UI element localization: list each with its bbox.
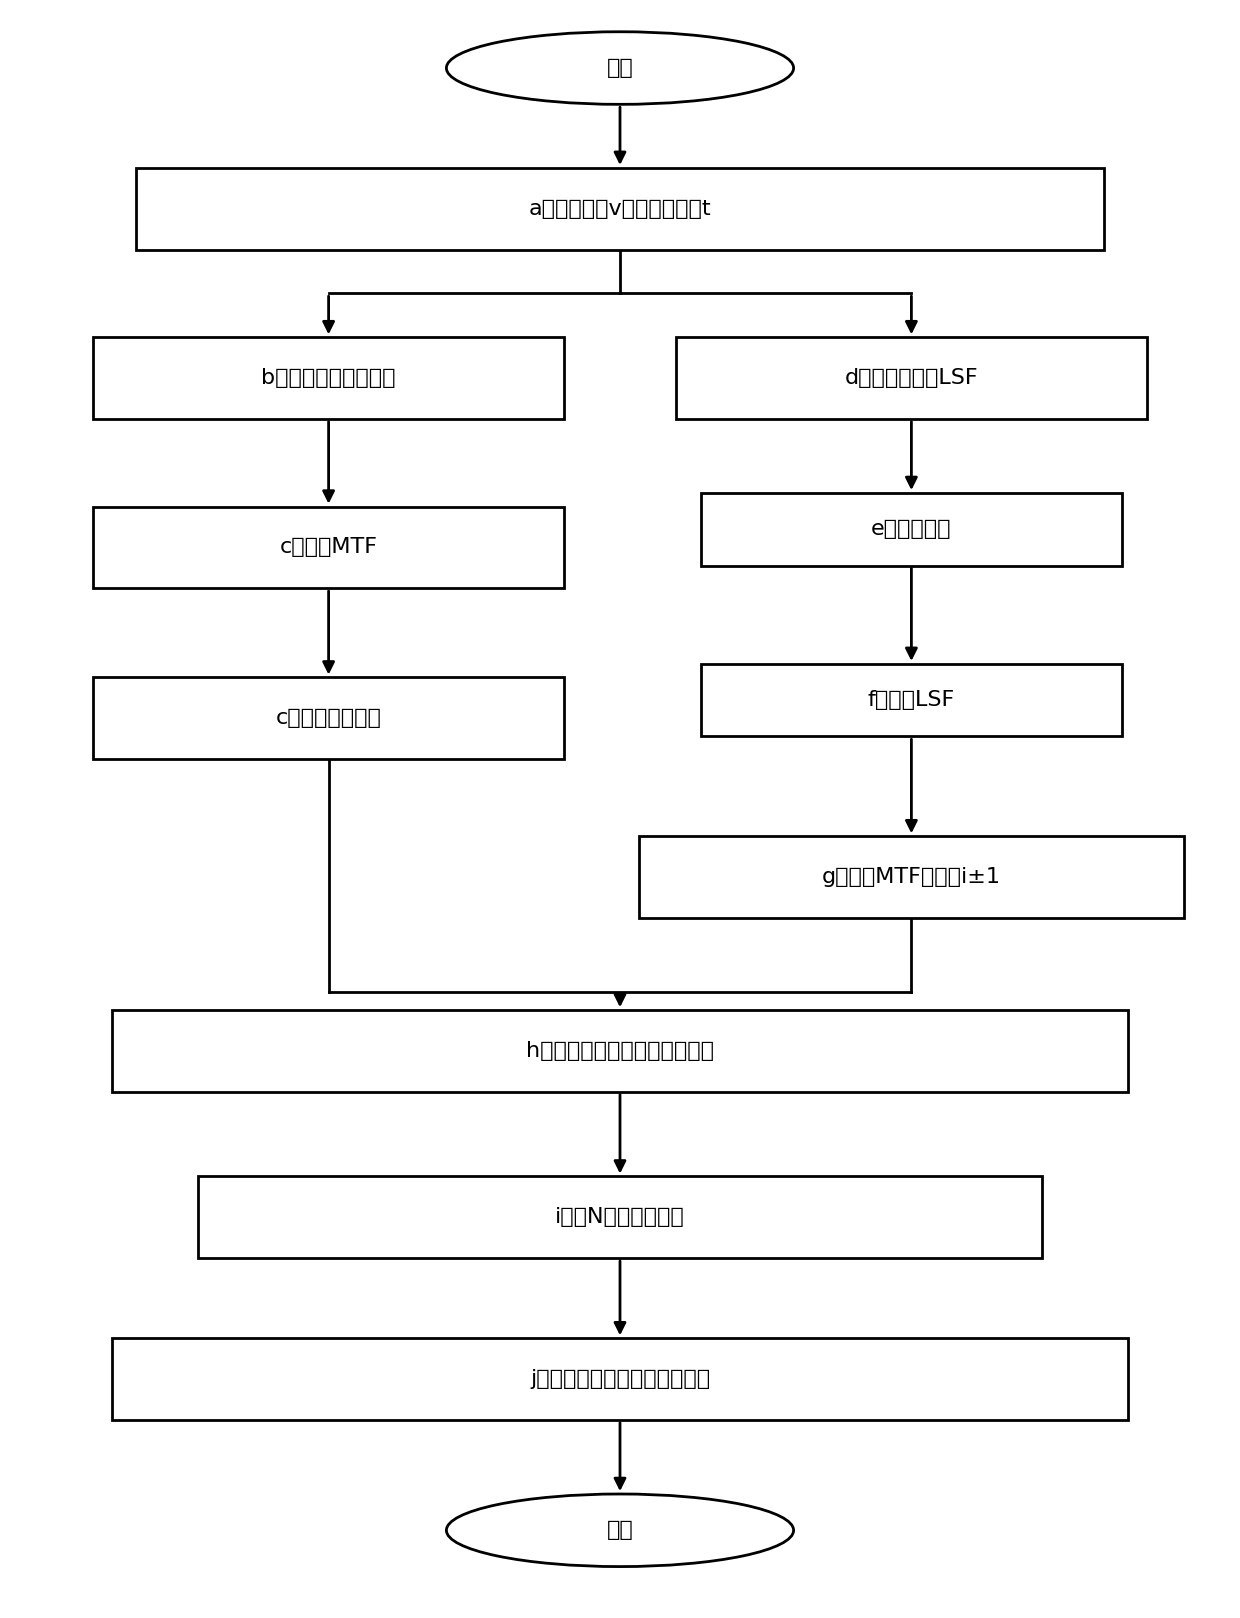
Text: 结束: 结束 — [606, 1521, 634, 1540]
Text: c、理论截止频率: c、理论截止频率 — [275, 709, 382, 728]
Text: g、实际MTF及序号i±1: g、实际MTF及序号i±1 — [822, 867, 1001, 887]
Bar — [93, 337, 564, 419]
Text: d、成像并提取LSF: d、成像并提取LSF — [844, 367, 978, 388]
Text: j、利用搜索算法求解像素间距: j、利用搜索算法求解像素间距 — [529, 1369, 711, 1390]
Ellipse shape — [446, 32, 794, 104]
Bar — [93, 678, 564, 759]
Text: f、修正LSF: f、修正LSF — [868, 691, 955, 710]
Text: a、设定目标v，图像传感器t: a、设定目标v，图像传感器t — [528, 199, 712, 218]
Bar — [701, 493, 1122, 566]
Bar — [676, 337, 1147, 419]
Bar — [198, 1176, 1042, 1259]
Bar — [112, 1010, 1128, 1092]
Bar — [93, 506, 564, 589]
Bar — [639, 837, 1184, 917]
Ellipse shape — [446, 1493, 794, 1566]
Text: i、取N个像素间距値: i、取N个像素间距値 — [556, 1207, 684, 1228]
Text: 开始: 开始 — [606, 58, 634, 78]
Bar — [112, 1338, 1128, 1421]
Text: b、点目标像理论位移: b、点目标像理论位移 — [262, 367, 396, 388]
Bar — [136, 168, 1104, 249]
Text: h、计算得到像素间距取値范围: h、计算得到像素间距取値范围 — [526, 1040, 714, 1061]
Text: c、理论MTF: c、理论MTF — [279, 537, 378, 557]
Bar — [701, 663, 1122, 736]
Text: e、找到阈値: e、找到阈値 — [872, 519, 951, 539]
